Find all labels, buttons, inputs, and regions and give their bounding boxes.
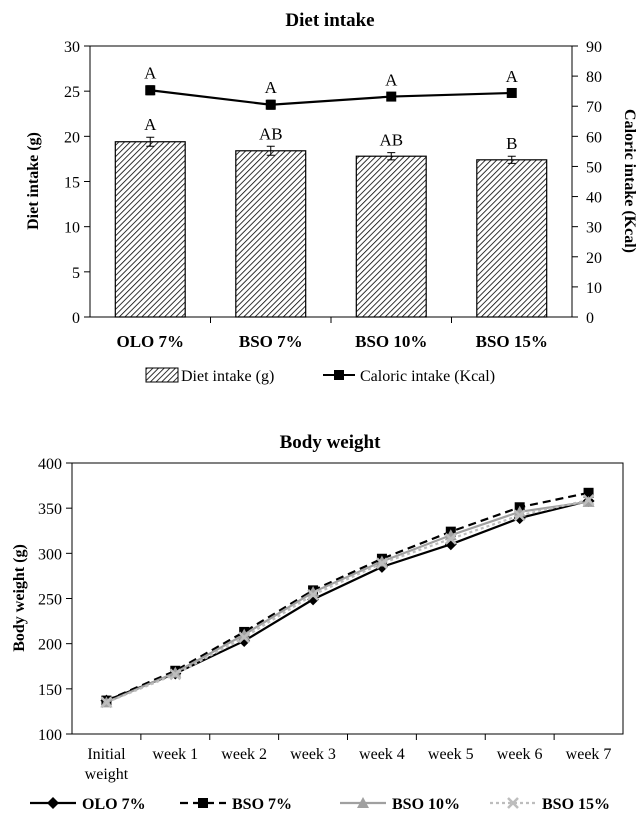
data-label: AB [259, 124, 283, 143]
y-tick-label: 10 [64, 220, 80, 237]
y-tick-label: 20 [64, 129, 80, 146]
data-label: A [144, 64, 157, 83]
error-bar [146, 136, 155, 147]
y2-axis-label: Caloric intake (Kcal) [621, 109, 638, 253]
y-tick-label: 15 [64, 175, 80, 192]
bar [235, 150, 307, 318]
y-tick-label: 350 [38, 501, 62, 518]
legend-label: OLO 7% [82, 796, 146, 813]
y2-tick-label: 40 [586, 190, 602, 207]
x-tick-label: week 3 [290, 746, 336, 763]
x-tick-label: week 6 [497, 746, 543, 763]
point [444, 532, 457, 545]
y-tick-label: 25 [64, 84, 80, 101]
legend-label: Caloric intake (Kcal) [360, 368, 495, 385]
series-line [106, 500, 589, 704]
y2-tick-label: 70 [586, 99, 602, 116]
y-axis-label: Body weight (g) [11, 544, 28, 652]
point [100, 696, 113, 709]
point [307, 589, 319, 601]
legend-label: BSO 7% [232, 796, 292, 813]
series-line [106, 491, 589, 702]
point [265, 99, 276, 110]
point [238, 628, 251, 640]
point [583, 487, 594, 498]
chart-title: Body weight [280, 432, 381, 453]
legend-label: BSO 10% [392, 796, 460, 813]
body-weight-chart: Body weight Body weight (g) 100 150 200 250… [11, 432, 624, 813]
error-bar [507, 155, 516, 164]
legend-label: Diet intake (g) [181, 368, 274, 385]
x-tick-label: week 5 [428, 746, 474, 763]
diet-intake-chart: Diet intake Diet intake (g) Caloric inta… [25, 10, 638, 385]
legend-marker [198, 798, 208, 808]
x-tick-label: week 7 [566, 746, 612, 763]
bar [476, 159, 548, 318]
legend-label: BSO 15% [542, 796, 610, 813]
data-label: A [385, 71, 398, 90]
x-tick-label: BSO 15% [476, 332, 548, 351]
point [145, 85, 156, 96]
y2-tick-label: 60 [586, 129, 602, 146]
point [386, 91, 397, 102]
x-tick-label: BSO 7% [239, 332, 303, 351]
y-tick-label: 150 [38, 682, 62, 699]
legend-marker [357, 797, 369, 808]
legend-marker [47, 797, 59, 809]
legend: OLO 7% BSO 7% BSO 10% BSO 15% [30, 796, 610, 813]
legend-marker [507, 797, 519, 809]
y-tick-label: 0 [72, 310, 80, 327]
x-tick-label: week 1 [152, 746, 198, 763]
y-tick-label: 300 [38, 546, 62, 563]
point [582, 494, 595, 506]
y-axis-label: Diet intake (g) [25, 132, 42, 230]
data-label: AB [379, 131, 403, 150]
chart-title: Diet intake [285, 10, 374, 31]
bar [114, 141, 186, 318]
data-label: A [506, 67, 519, 86]
point [169, 668, 182, 681]
y2-tick-label: 50 [586, 159, 602, 176]
y-tick-label: 100 [38, 727, 62, 744]
legend-marker-square [334, 370, 344, 380]
point [169, 666, 182, 678]
x-tick-label: OLO 7% [116, 332, 184, 351]
x-tick-label: week 2 [221, 746, 267, 763]
bar [355, 155, 427, 318]
series-line [106, 498, 589, 704]
legend: Diet intake (g) Caloric intake (Kcal) [145, 367, 495, 385]
point [506, 87, 517, 98]
y-tick-label: 5 [72, 265, 80, 282]
series-line [106, 499, 589, 702]
x-tick-label: Initial [87, 746, 126, 763]
x-tick-label: week 4 [359, 746, 405, 763]
series-line [150, 89, 512, 106]
y-tick-label: 200 [38, 637, 62, 654]
point [513, 509, 526, 522]
data-label: B [506, 134, 517, 153]
data-label: A [144, 115, 157, 134]
y2-tick-label: 80 [586, 69, 602, 86]
error-bar [387, 152, 396, 161]
x-tick-label: weight [85, 766, 129, 783]
point [238, 631, 251, 644]
y-tick-label: 250 [38, 592, 62, 609]
x-tick-label: BSO 10% [355, 332, 427, 351]
y-tick-label: 400 [38, 456, 62, 473]
plot-area [71, 462, 624, 735]
y2-tick-label: 30 [586, 220, 602, 237]
y2-tick-label: 0 [586, 310, 594, 327]
point [376, 557, 388, 570]
y2-tick-label: 10 [586, 280, 602, 297]
legend-swatch-bar [145, 367, 179, 383]
y2-tick-label: 20 [586, 250, 602, 267]
y2-tick-label: 90 [586, 39, 602, 56]
data-label: A [265, 78, 278, 97]
error-bar [266, 145, 275, 156]
y-tick-label: 30 [64, 39, 80, 56]
